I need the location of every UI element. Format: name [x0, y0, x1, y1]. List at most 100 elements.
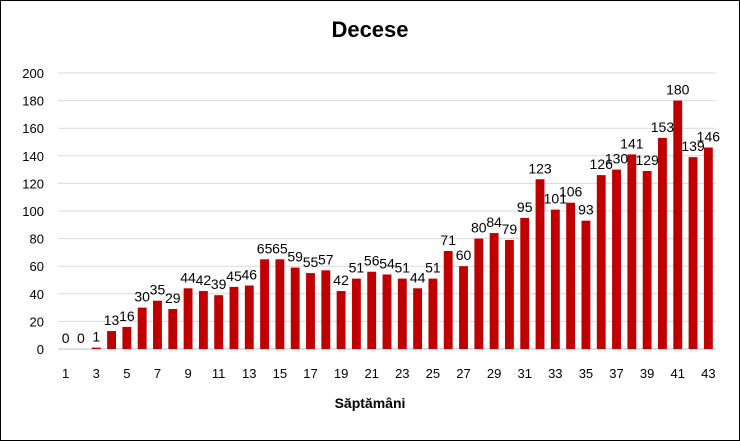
bar-week-13 — [244, 285, 254, 349]
y-tick-label: 120 — [22, 176, 44, 191]
bar-week-37 — [612, 169, 621, 349]
data-label-week-6: 30 — [134, 289, 150, 305]
data-label-week-17: 55 — [303, 254, 319, 270]
bar-week-25 — [428, 278, 438, 349]
data-label-week-42: 139 — [681, 138, 705, 154]
x-tick-label: 41 — [671, 366, 685, 381]
y-tick-label: 20 — [30, 314, 44, 329]
x-tick-label: 19 — [334, 366, 348, 381]
bar-week-32 — [535, 179, 545, 349]
bar-week-29 — [489, 233, 499, 349]
data-label-week-43: 146 — [697, 129, 721, 145]
x-tick-label: 33 — [548, 366, 562, 381]
data-label-week-23: 51 — [395, 260, 411, 276]
bar-week-30 — [504, 239, 514, 349]
bar-week-38 — [627, 154, 637, 349]
bar-week-34 — [566, 202, 576, 349]
x-tick-label: 43 — [701, 366, 715, 381]
y-tick-label: 0 — [37, 342, 44, 357]
data-label-week-18: 57 — [318, 251, 334, 267]
bar-week-21 — [367, 271, 377, 349]
data-label-week-16: 59 — [287, 249, 303, 265]
data-label-week-25: 51 — [425, 260, 441, 276]
data-label-week-9: 44 — [180, 269, 196, 285]
bar-week-22 — [382, 274, 392, 349]
data-label-week-11: 39 — [211, 276, 227, 292]
x-tick-label: 37 — [609, 366, 623, 381]
bar-week-16 — [290, 267, 300, 349]
x-tick-label: 25 — [426, 366, 440, 381]
x-axis-title: Săptămâni — [334, 395, 406, 411]
x-tick-label: 17 — [303, 366, 317, 381]
data-label-week-21: 56 — [364, 253, 380, 269]
x-tick-label: 31 — [517, 366, 531, 381]
y-tick-label: 40 — [30, 287, 44, 302]
bar-week-7 — [153, 300, 162, 349]
data-label-week-12: 45 — [226, 268, 242, 284]
data-label-week-19: 42 — [333, 272, 349, 288]
bar-week-43 — [703, 147, 713, 349]
data-label-week-29: 84 — [486, 214, 502, 230]
data-label-week-39: 129 — [635, 152, 659, 168]
data-label-week-26: 71 — [440, 232, 456, 248]
data-label-week-37: 130 — [605, 151, 629, 167]
bar-week-10 — [198, 291, 208, 349]
bar-week-41 — [673, 100, 683, 349]
bar-week-26 — [443, 251, 453, 349]
bar-week-36 — [596, 175, 606, 349]
x-tick-label: 21 — [364, 366, 378, 381]
bar-week-17 — [306, 273, 315, 349]
data-label-week-33: 101 — [544, 191, 568, 207]
bar-week-11 — [214, 295, 224, 349]
x-tick-label: 11 — [212, 366, 226, 381]
x-tick-label: 23 — [395, 366, 409, 381]
data-label-week-10: 42 — [196, 272, 212, 288]
data-label-week-8: 29 — [165, 290, 181, 306]
x-tick-label: 1 — [62, 366, 69, 381]
x-axis-ticks: 1 3 5 7 9 11 13 15 17 19 21 23 25 27 29 31 33 35 37 39 41 43 — [62, 366, 716, 381]
bar-week-42 — [688, 157, 698, 349]
data-label-week-38: 141 — [620, 135, 644, 151]
bar-week-14 — [260, 259, 270, 349]
data-label-week-4: 13 — [104, 312, 120, 328]
bar-week-20 — [351, 278, 361, 349]
x-tick-label: 15 — [273, 366, 287, 381]
x-tick-label: 7 — [154, 366, 161, 381]
y-tick-label: 60 — [30, 259, 44, 274]
bar-week-4 — [107, 331, 116, 349]
x-tick-label: 39 — [640, 366, 654, 381]
bar-week-23 — [397, 278, 407, 349]
data-label-week-32: 123 — [528, 160, 552, 176]
y-tick-label: 140 — [22, 149, 44, 164]
bar-week-8 — [168, 308, 178, 349]
bar-week-39 — [642, 170, 652, 349]
data-label-week-7: 35 — [150, 282, 166, 298]
y-tick-label: 200 — [22, 66, 44, 81]
y-tick-label: 180 — [22, 94, 44, 109]
bar-week-19 — [336, 291, 346, 349]
data-label-week-13: 46 — [241, 267, 257, 283]
data-label-week-1: 0 — [62, 330, 70, 346]
bar-week-27 — [459, 266, 468, 349]
data-label-week-40: 153 — [651, 119, 675, 135]
data-label-week-27: 60 — [456, 247, 472, 263]
data-label-week-35: 93 — [578, 202, 594, 218]
bar-week-18 — [321, 270, 331, 349]
data-label-week-22: 54 — [379, 255, 395, 271]
data-label-week-3: 1 — [92, 329, 100, 345]
bar-week-31 — [520, 217, 530, 349]
bar-week-6 — [137, 307, 147, 349]
bar-week-3 — [91, 347, 101, 349]
x-tick-label: 3 — [93, 366, 100, 381]
chart-title: Decese — [331, 17, 409, 42]
bar-week-15 — [275, 259, 285, 349]
x-tick-label: 9 — [184, 366, 191, 381]
bar-week-28 — [474, 238, 484, 349]
data-label-week-34: 106 — [559, 184, 583, 200]
bar-week-9 — [183, 288, 193, 349]
x-tick-label: 35 — [579, 366, 593, 381]
data-label-week-30: 79 — [502, 221, 518, 237]
data-label-week-14: 65 — [257, 240, 273, 256]
